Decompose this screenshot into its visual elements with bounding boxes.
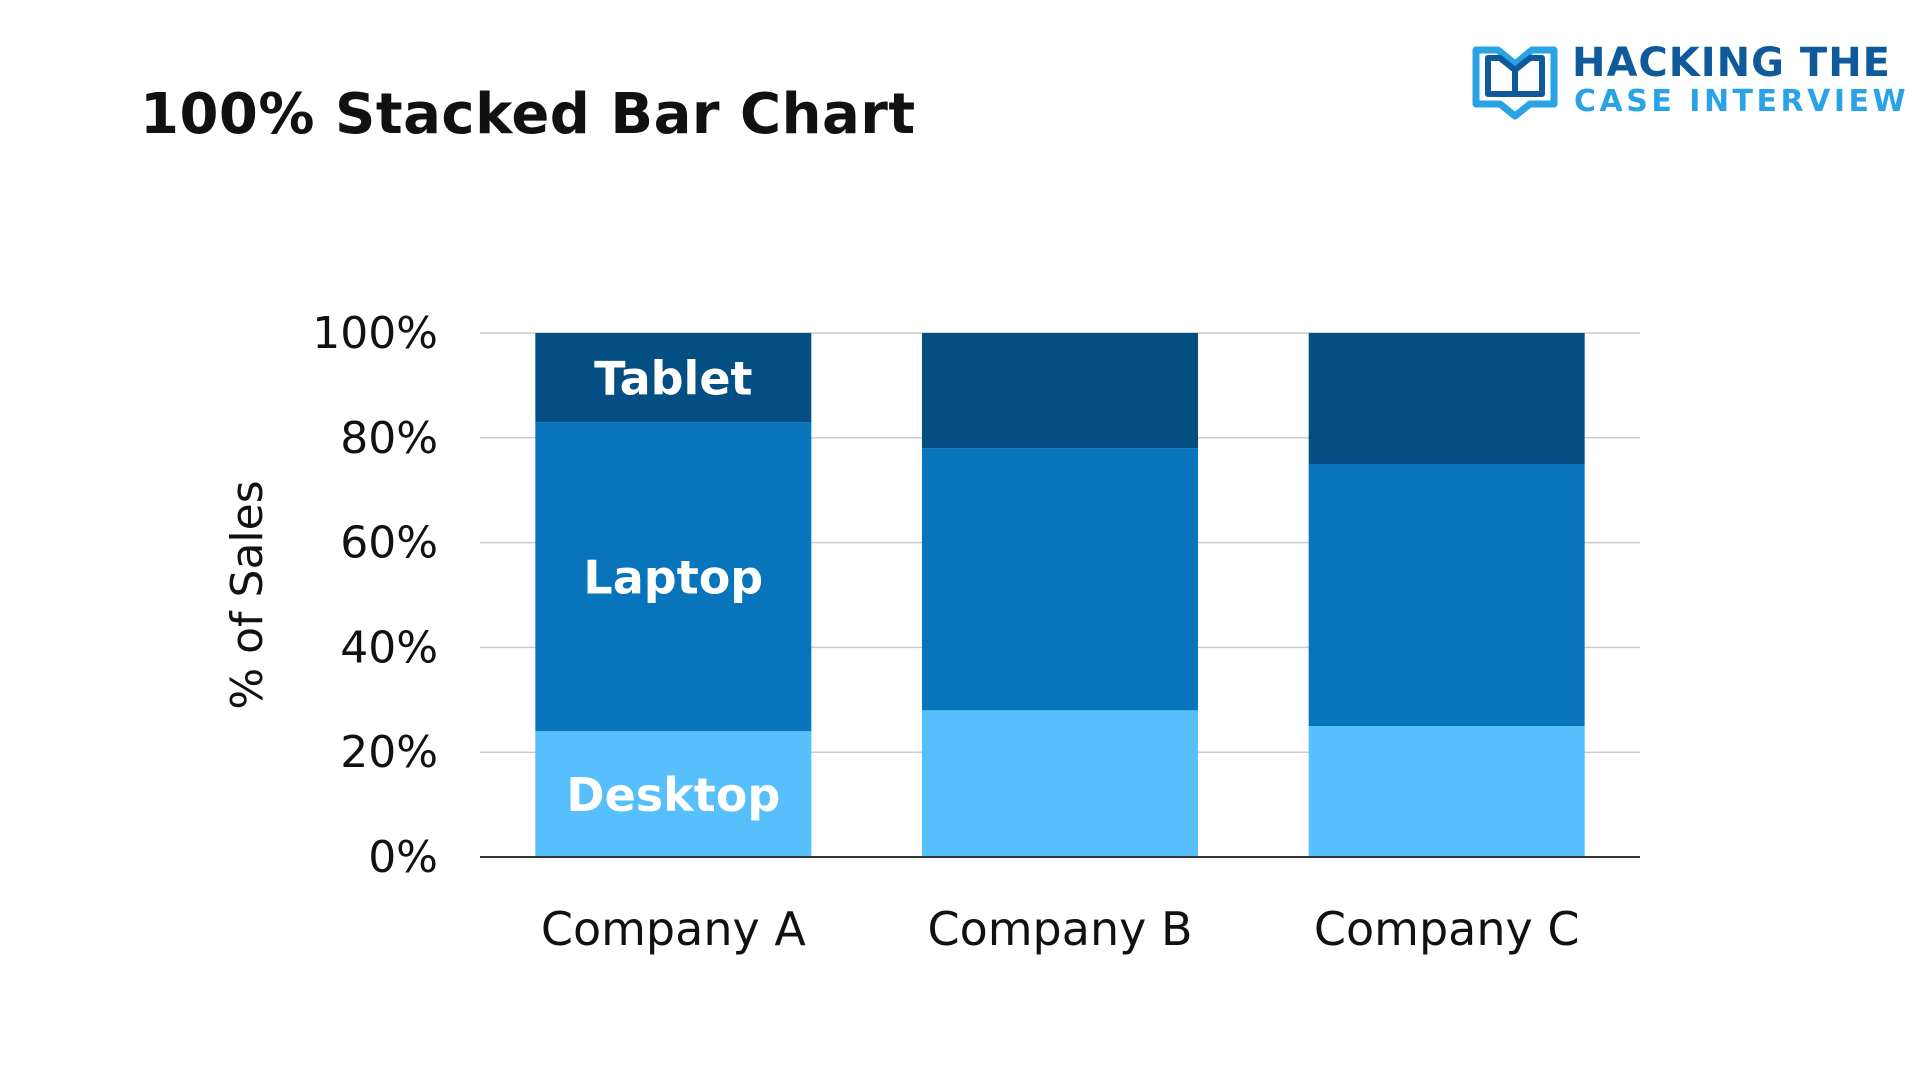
x-tick-label: Company B: [927, 902, 1192, 956]
bar-laptop-2: [922, 448, 1198, 711]
y-tick-label: 40%: [340, 622, 438, 673]
bar-tablet-3: [1308, 333, 1585, 464]
x-tick-label: Company C: [1314, 902, 1580, 956]
x-tick-label: Company A: [541, 902, 806, 956]
y-tick-label: 20%: [340, 727, 438, 778]
logo-text-secondary: CASE INTERVIEW: [1574, 84, 1910, 119]
bar-desktop-3: [1308, 726, 1585, 857]
bar-desktop-2: [922, 710, 1198, 857]
y-tick-label: 100%: [312, 308, 438, 359]
y-axis-label: % of Sales: [222, 480, 273, 709]
bar-tablet-1: [535, 333, 812, 423]
segment-label-tablet: Tablet: [594, 352, 752, 406]
segment-label-laptop: Laptop: [583, 551, 763, 605]
bar-desktop-1: [535, 731, 812, 857]
logo-text-primary: HACKING THE: [1572, 40, 1891, 86]
bar-laptop-1: [535, 422, 812, 732]
y-tick-label: 0%: [368, 832, 438, 883]
y-tick-label: 60%: [340, 518, 438, 569]
segment-label-desktop: Desktop: [566, 768, 780, 822]
y-tick-label: 80%: [340, 413, 438, 464]
page-title: 100% Stacked Bar Chart: [140, 82, 916, 147]
bar-laptop-3: [1308, 464, 1585, 726]
open-book-icon: [1472, 46, 1558, 120]
bar-tablet-2: [922, 333, 1198, 449]
brand-logo: HACKING THE CASE INTERVIEW: [1470, 40, 1906, 130]
